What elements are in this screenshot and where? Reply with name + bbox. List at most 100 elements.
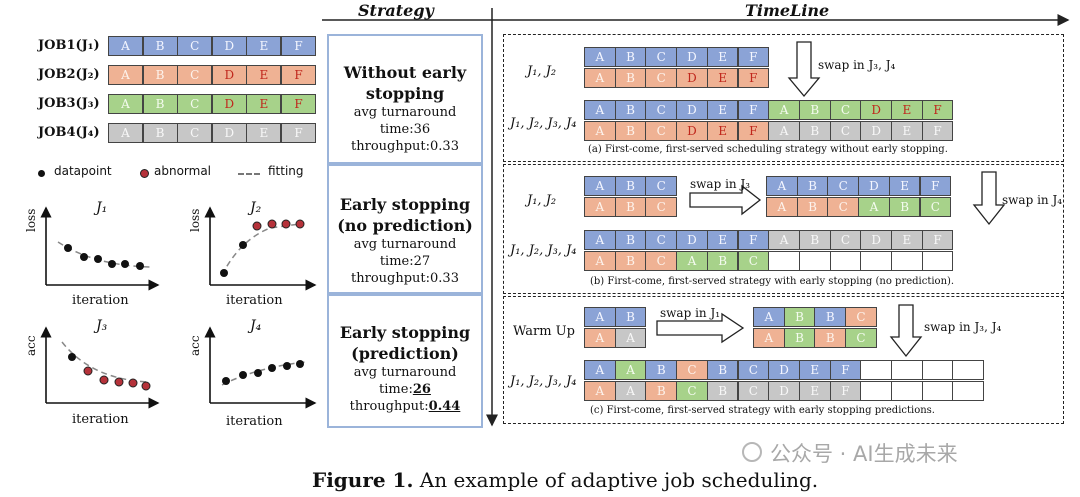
job-task-cell: F bbox=[281, 123, 316, 143]
abnormal-point bbox=[267, 219, 277, 229]
timeline-header: TimeLine bbox=[745, 1, 830, 20]
abnormal-point bbox=[252, 221, 262, 231]
datapoint bbox=[268, 364, 276, 372]
task-cell: F bbox=[737, 47, 770, 67]
plot-j3 bbox=[40, 326, 160, 409]
avg-turnaround: avg turnaround time:26 bbox=[329, 364, 481, 398]
job-label: JOB2(J₂) bbox=[38, 67, 100, 82]
datapoint bbox=[239, 371, 247, 379]
panel-c-label-top: Warm Up bbox=[513, 324, 575, 339]
abnormal-point bbox=[295, 219, 305, 229]
strategy-title-line2: (no prediction) bbox=[337, 216, 473, 235]
job-task-cell: A bbox=[108, 123, 143, 143]
task-cell: F bbox=[919, 176, 952, 196]
mini-plots bbox=[40, 206, 317, 409]
task-cell: A bbox=[584, 360, 616, 380]
task-cell: D bbox=[858, 176, 890, 196]
right-arrow-icon bbox=[656, 312, 745, 344]
datapoint bbox=[239, 241, 247, 249]
task-cell: C bbox=[845, 328, 877, 348]
avg-turnaround: avg turnaround time:36 bbox=[353, 105, 457, 137]
plot-j4-title: J₄ bbox=[250, 318, 262, 334]
task-cell: F bbox=[737, 68, 770, 88]
legend-abnormal: abnormal bbox=[154, 164, 212, 178]
abnormal-point bbox=[99, 375, 109, 385]
task-cell: E bbox=[706, 68, 739, 88]
panel-b-caption: (b) First-come, first-served strategy wi… bbox=[590, 276, 955, 287]
task-cell: C bbox=[645, 176, 678, 196]
job-task-cell: F bbox=[281, 94, 316, 114]
job-task-cell: C bbox=[177, 65, 213, 85]
strategy-title-line1: Early stopping bbox=[339, 195, 471, 214]
legend: datapoint abnormal fitting bbox=[38, 164, 318, 184]
timeline-panel-b bbox=[503, 164, 1064, 294]
throughput: throughput:0.33 bbox=[351, 271, 459, 286]
datapoint bbox=[296, 360, 304, 368]
task-cell: C bbox=[645, 230, 678, 250]
task-cell: A bbox=[614, 328, 647, 348]
avg-turnaround-label: avg turnaround time: bbox=[353, 365, 457, 397]
datapoint-marker bbox=[38, 170, 45, 177]
task-cell: D bbox=[676, 47, 708, 67]
plot-j1-xlabel: iteration bbox=[72, 293, 129, 308]
task-cell: D bbox=[676, 121, 708, 141]
plot-j3-xlabel: iteration bbox=[72, 412, 129, 427]
job-task-cell: D bbox=[211, 123, 247, 143]
fitting-marker bbox=[238, 173, 260, 175]
plot-j4-xlabel: iteration bbox=[226, 414, 283, 429]
datapoint bbox=[64, 244, 72, 252]
task-cell: B bbox=[706, 251, 739, 271]
task-cell: A bbox=[614, 381, 647, 401]
plot-j2-title: J₂ bbox=[250, 200, 262, 216]
panel-c-label-bottom: J₁, J₂, J₃, J₄ bbox=[510, 374, 577, 389]
task-cell: D bbox=[860, 100, 892, 120]
task-cell: F bbox=[737, 100, 770, 120]
strategy-title-line2: stopping bbox=[365, 84, 445, 103]
panel-b-swap1-label: swap in J₃ bbox=[690, 177, 751, 191]
job-task-cell: C bbox=[177, 123, 213, 143]
task-cell: A bbox=[768, 121, 800, 141]
job-task-cell: F bbox=[281, 36, 316, 56]
datapoint bbox=[108, 260, 116, 268]
plot-j1-title: J₁ bbox=[96, 200, 108, 216]
job-task-cell: A bbox=[108, 65, 143, 85]
job-task-cell: E bbox=[246, 94, 282, 114]
task-cell: E bbox=[706, 230, 739, 250]
datapoint bbox=[254, 369, 262, 377]
task-cell: F bbox=[921, 121, 954, 141]
task-cell: D bbox=[768, 360, 800, 380]
task-cell: C bbox=[829, 230, 862, 250]
panel-b-swap2-label: swap in J₄ bbox=[1002, 193, 1063, 207]
task-cell: A bbox=[584, 68, 616, 88]
task-cell: A bbox=[676, 251, 708, 271]
plot-j4 bbox=[204, 326, 317, 409]
panel-b-label-top: J₁, J₂ bbox=[527, 193, 557, 208]
job-task-cell: C bbox=[177, 94, 213, 114]
task-cell: D bbox=[676, 100, 708, 120]
datapoint bbox=[136, 262, 144, 270]
task-cell: C bbox=[737, 360, 770, 380]
right-arrow-icon bbox=[689, 184, 762, 216]
throughput-label: throughput: bbox=[349, 399, 429, 414]
strategy-header: Strategy bbox=[358, 1, 434, 20]
job-task-cell: A bbox=[108, 94, 143, 114]
plot-j3-title: J₃ bbox=[96, 318, 108, 334]
throughput: throughput:0.44 bbox=[329, 398, 481, 415]
strategy-early-stopping-prediction: Early stopping (prediction) avg turnarou… bbox=[327, 294, 483, 428]
task-cell: B bbox=[614, 307, 647, 327]
datapoint bbox=[68, 353, 76, 361]
down-arrow-icon bbox=[972, 171, 1006, 226]
abnormal-point bbox=[83, 366, 93, 376]
task-cell: F bbox=[921, 230, 954, 250]
panel-a-label-top: J₁, J₂ bbox=[527, 64, 557, 79]
panel-a-label-bottom: J₁, J₂, J₃, J₄ bbox=[510, 116, 577, 131]
datapoint bbox=[94, 255, 102, 263]
job-task-cell: D bbox=[211, 36, 247, 56]
task-cell: C bbox=[676, 360, 708, 380]
panel-a-swap-label: swap in J₃, J₄ bbox=[818, 58, 896, 72]
job-task-cell: B bbox=[142, 36, 178, 56]
panel-c-swap1-label: swap in J₁ bbox=[660, 306, 721, 320]
task-cell: A bbox=[768, 230, 800, 250]
abnormal-point bbox=[114, 377, 124, 387]
